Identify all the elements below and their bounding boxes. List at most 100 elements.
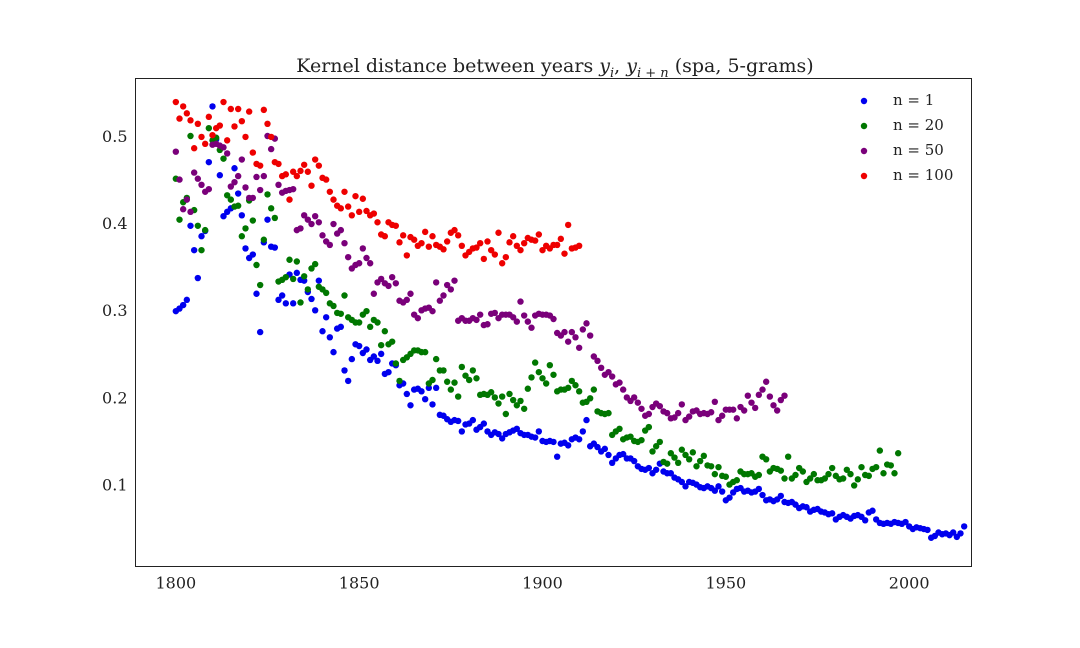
data-point <box>531 359 539 366</box>
data-point <box>718 412 726 419</box>
x-tick-label: 1900 <box>522 574 563 593</box>
data-point <box>663 409 671 417</box>
data-point <box>308 295 315 303</box>
y-tick-label: 0.3 <box>102 301 127 320</box>
data-point <box>759 491 766 499</box>
data-point <box>722 473 730 480</box>
data-point <box>572 382 579 389</box>
data-point <box>487 389 495 396</box>
y-tick-label: 0.1 <box>102 475 127 494</box>
data-point <box>392 280 400 287</box>
data-point <box>330 220 337 228</box>
data-point <box>172 148 180 155</box>
x-axis: 1800 1850 1900 1950 2000 <box>155 574 929 593</box>
data-point <box>696 457 704 465</box>
data-point <box>194 175 202 182</box>
data-point <box>304 168 312 175</box>
data-point <box>201 226 209 234</box>
data-point <box>755 391 763 399</box>
data-point <box>322 289 330 297</box>
data-point <box>876 447 884 454</box>
data-point <box>289 275 297 283</box>
data-point <box>440 367 447 374</box>
data-point <box>249 149 257 156</box>
legend-label: n = 1 <box>893 91 934 109</box>
data-point <box>205 185 213 193</box>
data-point <box>458 242 466 250</box>
data-point <box>685 456 693 463</box>
data-point <box>652 466 660 473</box>
data-point <box>359 245 367 252</box>
data-point <box>205 158 213 166</box>
data-point <box>803 504 810 511</box>
data-point <box>476 311 484 318</box>
data-point <box>509 396 517 404</box>
title-sub2: i + n <box>637 66 669 81</box>
data-point <box>451 379 458 386</box>
data-point <box>198 246 205 254</box>
data-point <box>341 188 348 195</box>
data-point <box>187 117 194 124</box>
data-point <box>594 443 601 451</box>
data-point <box>524 318 532 325</box>
data-point <box>403 252 411 259</box>
data-point <box>271 244 279 251</box>
data-point <box>205 124 213 132</box>
data-point <box>385 282 392 290</box>
data-point <box>630 457 638 465</box>
data-point <box>498 393 506 400</box>
data-point <box>190 246 198 254</box>
data-point <box>414 314 422 322</box>
data-point <box>759 386 766 393</box>
data-point <box>597 364 605 372</box>
data-point <box>960 523 968 530</box>
data-point <box>322 314 330 321</box>
data-point <box>271 214 279 222</box>
data-point <box>825 470 832 478</box>
data-point <box>667 450 675 457</box>
data-point <box>410 236 418 243</box>
data-point <box>957 530 964 537</box>
title-y2: y <box>625 55 637 77</box>
legend-marker <box>860 122 868 130</box>
data-point <box>242 225 249 232</box>
data-point <box>539 246 546 254</box>
data-point <box>513 318 521 325</box>
legend-label: n = 100 <box>893 166 953 184</box>
data-point <box>179 206 187 213</box>
data-point <box>205 113 213 121</box>
data-point <box>209 131 216 139</box>
data-point <box>201 140 209 148</box>
series-3 <box>172 132 788 424</box>
data-point <box>575 344 583 351</box>
title-prefix: Kernel distance between years <box>296 55 599 77</box>
data-point <box>264 216 271 223</box>
data-point <box>726 494 733 501</box>
data-point <box>553 241 561 249</box>
data-point <box>234 202 242 209</box>
data-point <box>194 274 202 282</box>
data-point <box>308 265 315 272</box>
data-point <box>289 300 297 307</box>
data-point <box>344 253 352 261</box>
data-point <box>421 348 429 356</box>
data-point <box>429 401 436 408</box>
legend-label: n = 20 <box>893 116 944 134</box>
data-point <box>308 182 315 189</box>
data-point <box>671 454 678 461</box>
data-point <box>330 302 337 310</box>
data-point <box>223 150 231 157</box>
data-point <box>341 240 348 247</box>
data-point <box>711 398 719 405</box>
data-point <box>858 463 865 471</box>
data-point <box>370 210 378 217</box>
data-point <box>418 388 425 395</box>
data-point <box>586 395 594 402</box>
data-point <box>473 244 480 251</box>
data-point <box>546 362 554 369</box>
data-point <box>187 222 194 229</box>
data-point <box>751 404 759 412</box>
data-point <box>286 256 293 263</box>
data-point <box>652 443 660 450</box>
